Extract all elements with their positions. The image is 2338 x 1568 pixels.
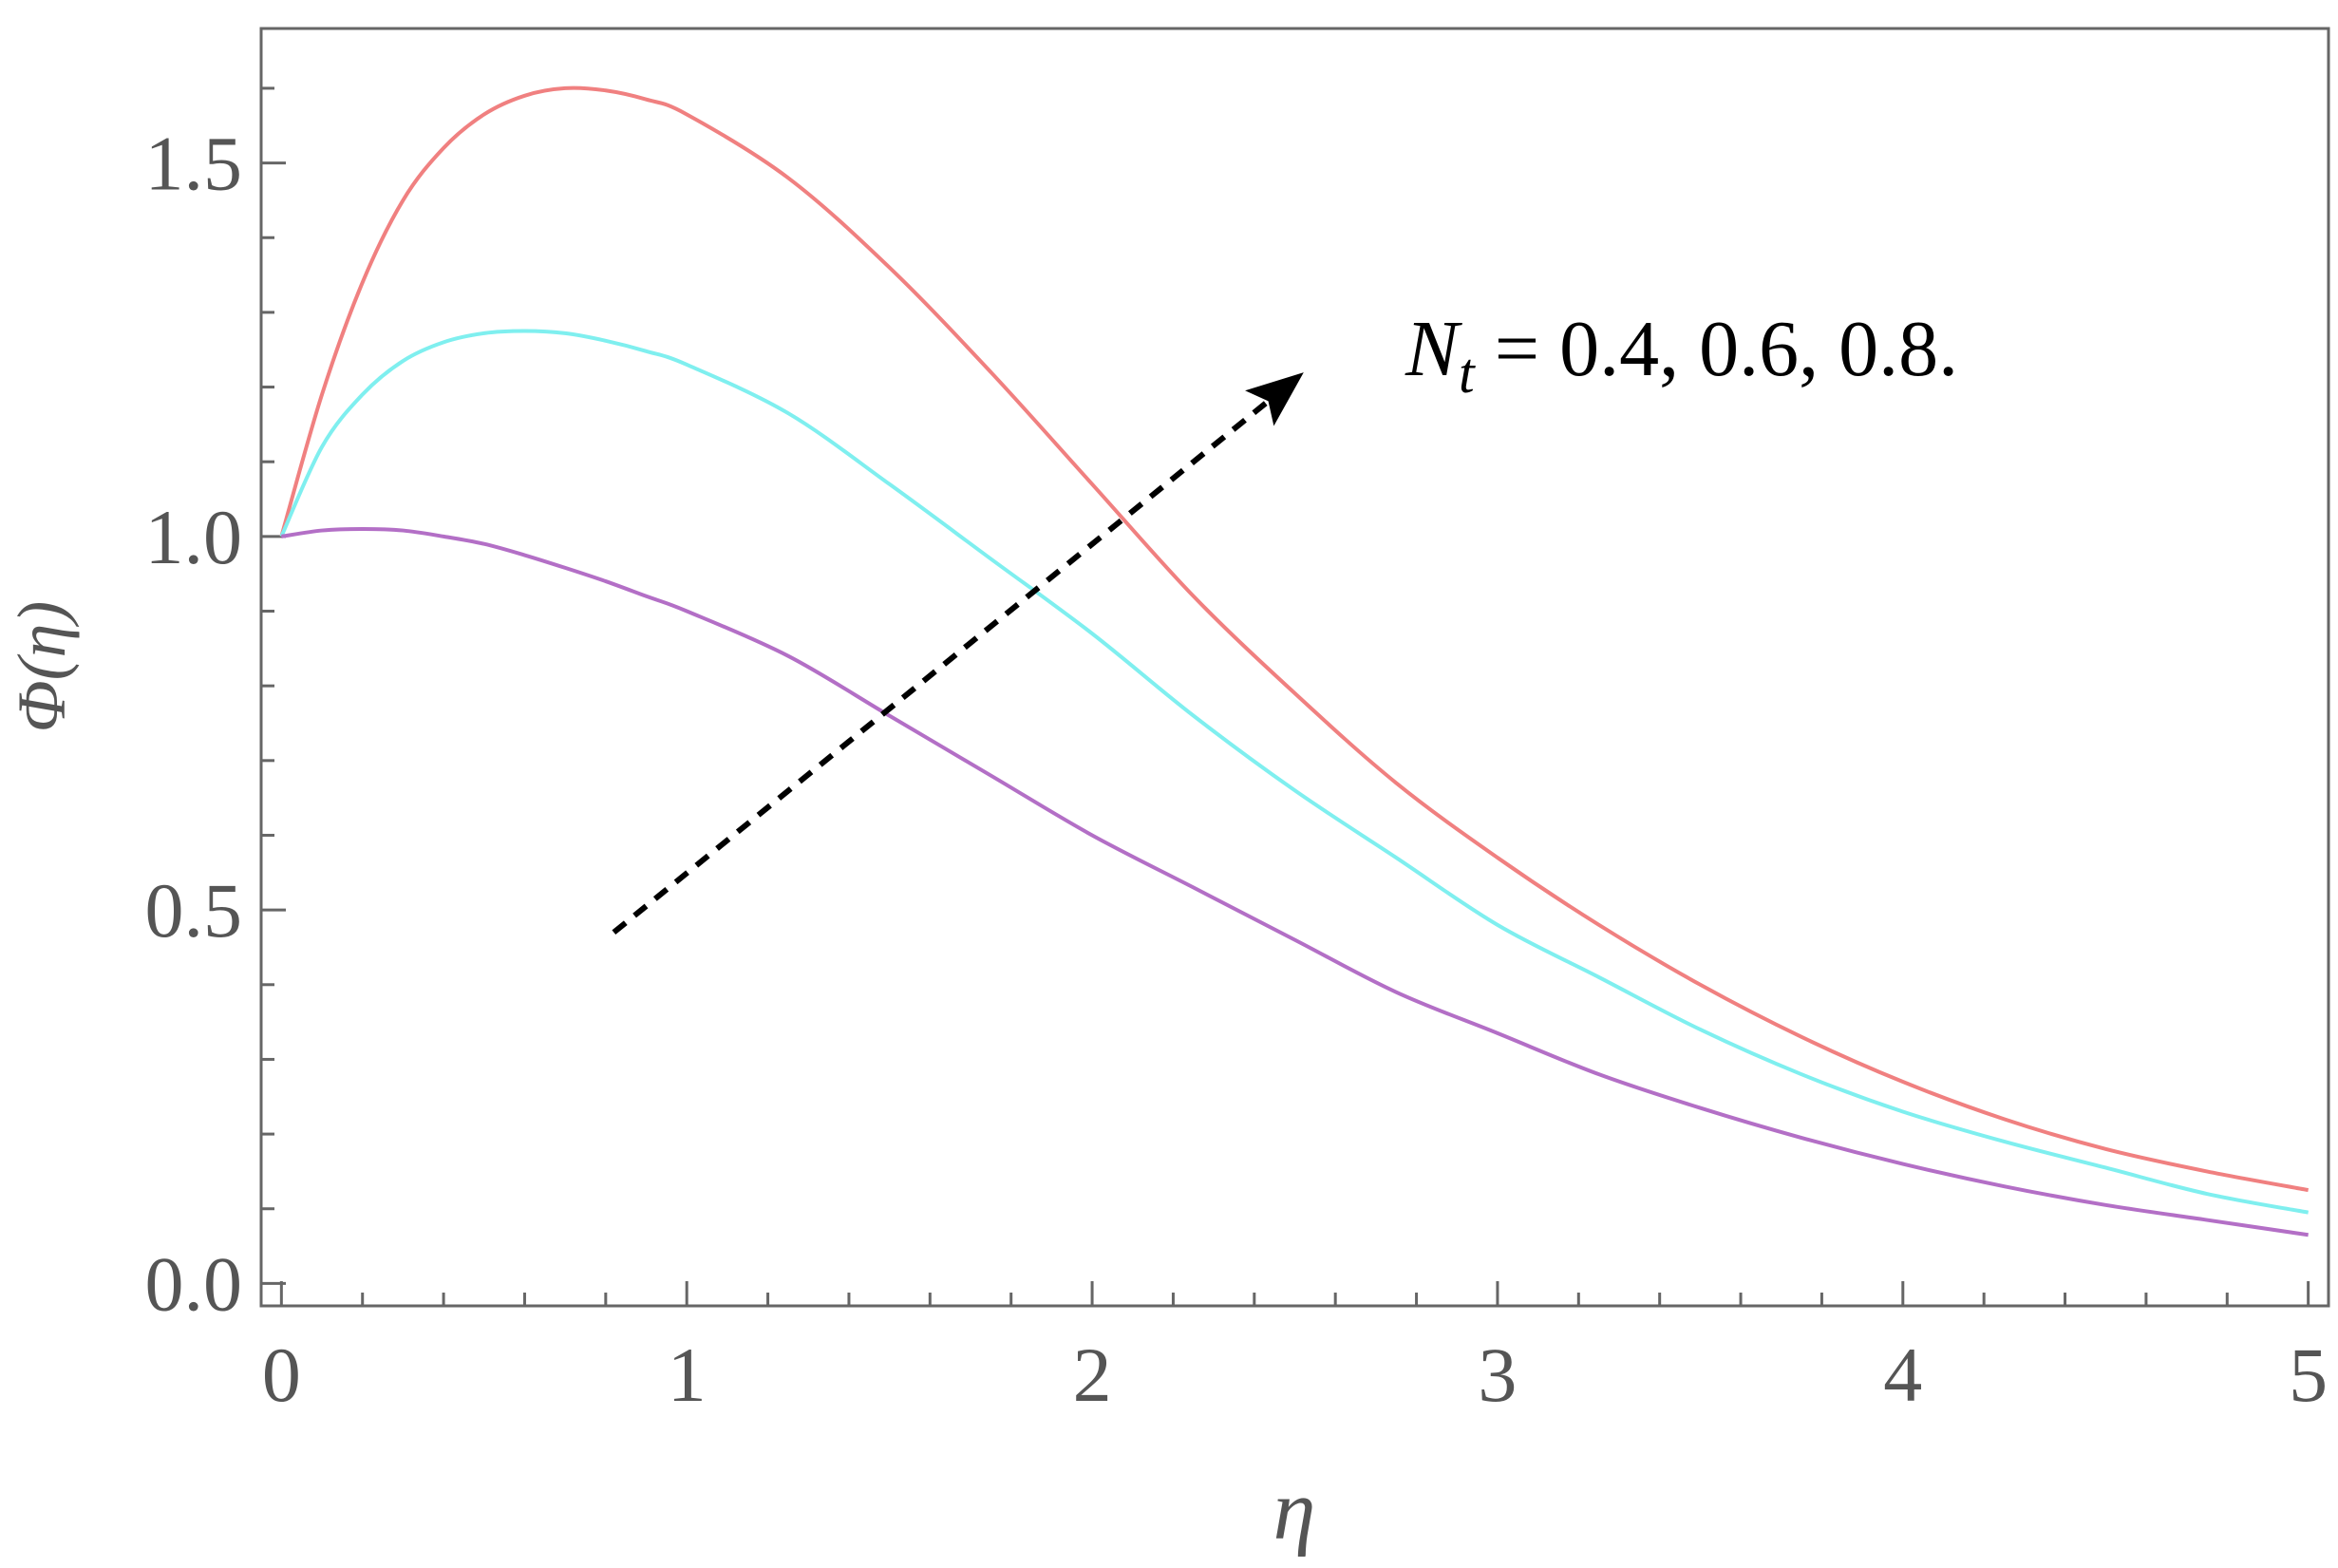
series-line-1 — [279, 85, 2310, 1193]
x-tick-label: 3 — [1478, 1332, 1517, 1418]
annotation-arrow — [612, 372, 1304, 935]
x-tick-label: 4 — [1883, 1332, 1922, 1418]
series-line-2 — [279, 329, 2310, 1215]
plot-frame — [259, 27, 2330, 1308]
ticks — [261, 86, 2310, 1306]
annotation: Nt = 0.4, 0.6, 0.8. — [612, 305, 1958, 935]
y-tick-label: 0.0 — [145, 1240, 243, 1327]
y-tick-label: 0.5 — [145, 867, 243, 954]
x-tick-label: 0 — [262, 1332, 301, 1418]
tick-labels: 0 1 2 3 4 5 0.0 0.5 1.0 1.5 — [145, 121, 2329, 1418]
y-axis-title: Φ(η) — [4, 601, 80, 732]
y-tick-label: 1.5 — [145, 121, 243, 207]
x-tick-label: 2 — [1073, 1332, 1112, 1418]
annotation-text: Nt = 0.4, 0.6, 0.8. — [1405, 305, 1958, 405]
series — [279, 85, 2310, 1237]
x-tick-label: 1 — [668, 1332, 707, 1418]
x-axis-title: η — [1273, 1464, 1316, 1558]
x-tick-label: 5 — [2289, 1332, 2328, 1418]
series-line-3 — [281, 526, 2309, 1237]
y-tick-label: 1.0 — [145, 494, 243, 580]
